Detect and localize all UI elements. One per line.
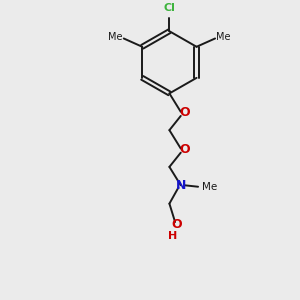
Text: Cl: Cl: [164, 3, 175, 13]
Text: Me: Me: [216, 32, 231, 42]
Text: N: N: [176, 179, 186, 192]
Text: Me: Me: [108, 32, 122, 42]
Text: Me: Me: [202, 182, 218, 192]
Text: O: O: [180, 106, 190, 119]
Text: H: H: [168, 231, 177, 241]
Text: O: O: [171, 218, 182, 232]
Text: O: O: [180, 142, 190, 156]
